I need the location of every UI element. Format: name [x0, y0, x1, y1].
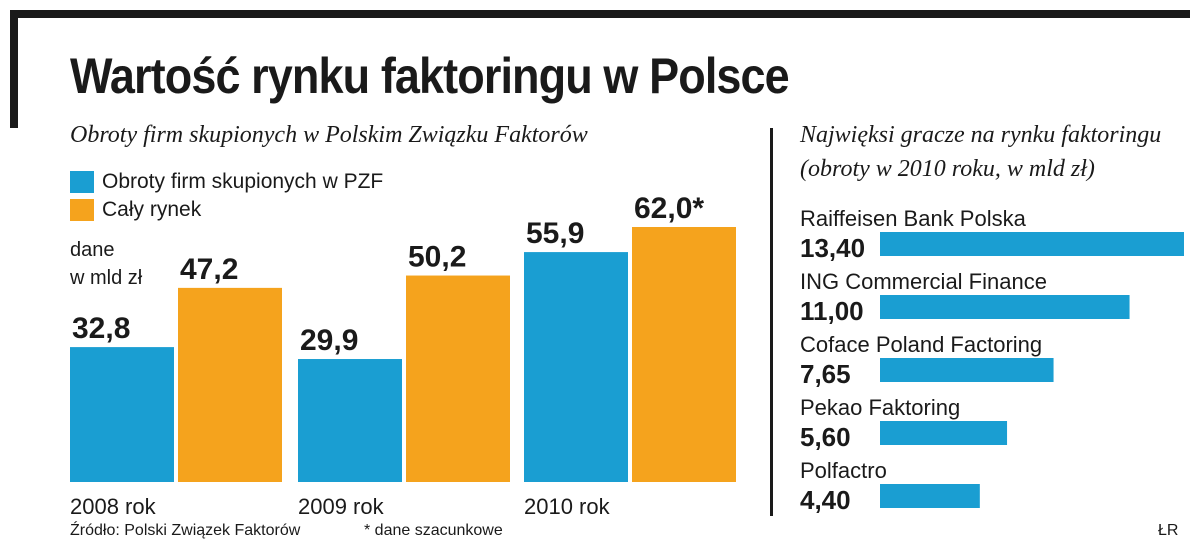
company-value-label: 7,65: [800, 359, 851, 389]
panel-divider: [770, 128, 773, 516]
legend-item-market: Cały rynek: [70, 198, 201, 222]
company-value-label: 4,40: [800, 485, 851, 515]
bar-value-label: 55,9: [526, 217, 584, 250]
bar-value-label: 32,8: [72, 312, 130, 345]
company-name-label: Polfactro: [800, 458, 887, 483]
left-rule: [10, 10, 18, 128]
unit-note-line2: w mld zł: [70, 267, 143, 289]
company-bar: [880, 358, 1054, 382]
company-bar: [880, 295, 1130, 319]
bar-market-2010: [632, 227, 736, 482]
footnote: * dane szacunkowe: [364, 522, 503, 539]
right-chart-subtitle-line1: Najwięksi gracze na rynku faktoringu: [800, 122, 1162, 148]
bar-value-label: 50,2: [408, 241, 466, 274]
company-name-label: ING Commercial Finance: [800, 269, 1047, 294]
legend-swatch-pzf: [70, 171, 94, 193]
company-name-label: Coface Poland Factoring: [800, 332, 1042, 357]
company-bar: [880, 484, 980, 508]
legend-item-pzf: Obroty firm skupionych w PZF: [70, 170, 383, 194]
company-name-label: Pekao Faktoring: [800, 395, 960, 420]
bar-value-label: 29,9: [300, 324, 358, 357]
source-note: Źródło: Polski Związek Faktorów: [70, 522, 301, 539]
company-bar: [880, 421, 1008, 445]
company-value-label: 11,00: [800, 296, 864, 326]
company-value-label: 13,40: [800, 233, 865, 263]
x-tick-label: 2010 rok: [524, 494, 611, 519]
company-value-label: 5,60: [800, 422, 851, 452]
bar-pzf-2009: [298, 359, 402, 482]
x-tick-label: 2009 rok: [298, 494, 385, 519]
legend-swatch-market: [70, 199, 94, 221]
legend-label-pzf: Obroty firm skupionych w PZF: [102, 170, 384, 193]
grouped-bar-chart: 32,8 47,2 2008 rok 29,9 50,2 2009 rok 55,9 62,0…: [70, 192, 736, 519]
top-rule: [10, 10, 1190, 18]
bar-market-2009: [406, 275, 510, 482]
unit-note: dane w mld zł: [70, 236, 142, 292]
x-tick-label: 2008 rok: [70, 494, 157, 519]
left-chart-subtitle: Obroty firm skupionych w Polskim Związku…: [70, 122, 588, 148]
bar-pzf-2008: [70, 347, 174, 482]
unit-note-line1: dane: [70, 239, 115, 261]
author-credit: ŁR: [1158, 522, 1179, 539]
right-chart-subtitle-line2: (obroty w 2010 roku, w mld zł): [800, 156, 1095, 182]
company-bar: [880, 232, 1184, 256]
bar-value-label: 62,0*: [634, 192, 704, 225]
bar-pzf-2010: [524, 252, 628, 482]
bar-value-label: 47,2: [180, 253, 238, 286]
bar-market-2008: [178, 287, 282, 482]
legend-label-market: Cały rynek: [102, 198, 202, 221]
company-name-label: Raiffeisen Bank Polska: [800, 206, 1027, 231]
page-title: Wartość rynku faktoringu w Polsce: [70, 48, 790, 104]
